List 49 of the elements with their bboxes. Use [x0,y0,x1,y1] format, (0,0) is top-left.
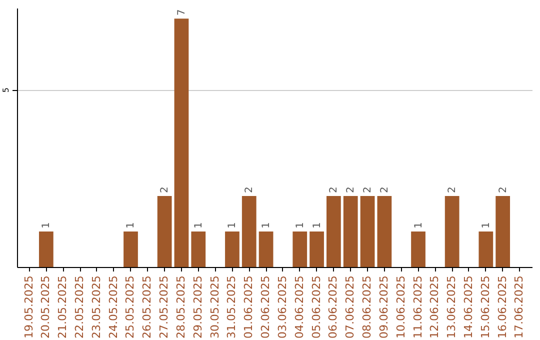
data-label: 2 [346,186,357,194]
data-label: 2 [244,186,256,194]
x-tick-label: 23.05.2025 [90,276,103,338]
x-tick-label: 22.05.2025 [73,276,86,338]
x-tick-label: 03.06.2025 [276,276,289,338]
x-tick-label: 13.06.2025 [445,276,458,338]
data-label: 1 [261,222,272,229]
data-label: 1 [227,222,238,229]
x-tick-label: 30.05.2025 [208,276,222,338]
data-label: 2 [362,186,374,194]
x-tick-label: 21.05.2025 [56,276,70,338]
x-tick-label: 14.06.2025 [462,276,475,338]
data-label: 1 [480,222,492,229]
x-tick-label: 05.06.2025 [310,276,323,338]
data-label: 1 [413,222,424,229]
x-tick-label: 09.06.2025 [377,276,390,338]
data-label: 7 [176,9,188,16]
data-label: 1 [41,222,52,229]
x-tick-label: 04.06.2025 [292,276,306,338]
x-tick-label: 31.05.2025 [225,276,238,338]
x-tick-label: 06.06.2025 [326,276,340,338]
x-tick-label: 29.05.2025 [191,276,204,338]
x-tick-label: 08.06.2025 [360,276,374,338]
x-tick-label: 19.05.2025 [22,276,36,338]
data-label: 2 [379,186,390,194]
x-tick-label: 11.06.2025 [411,276,424,338]
data-label: 2 [447,186,458,194]
x-tick-label: 15.06.2025 [478,276,492,338]
x-tick-label: 01.06.2025 [242,276,256,338]
data-label: 2 [328,186,340,194]
x-tick-label: 20.05.2025 [39,276,52,338]
x-tick-label: 27.05.2025 [158,276,171,338]
x-tick-label: 28.05.2025 [174,276,188,338]
y-tick-label: 5 [2,88,10,93]
x-tick-label: 16.06.2025 [496,276,509,338]
data-label: 2 [160,186,171,194]
x-tick-label: 07.06.2025 [344,276,357,338]
data-label: 1 [126,222,137,229]
x-tick-label: 12.06.2025 [428,276,442,338]
x-tick-label: 10.06.2025 [394,276,408,338]
data-label: 2 [498,186,509,194]
x-tick-label: 17.06.2025 [512,276,526,338]
x-tick-label: 25.05.2025 [124,276,137,338]
data-label: 1 [312,222,323,229]
data-label: 1 [193,222,204,229]
x-tick-label: 02.06.2025 [259,276,272,338]
x-tick-label: 24.05.2025 [106,276,120,338]
data-label: 1 [294,222,306,229]
x-tick-label: 26.05.2025 [140,276,154,338]
